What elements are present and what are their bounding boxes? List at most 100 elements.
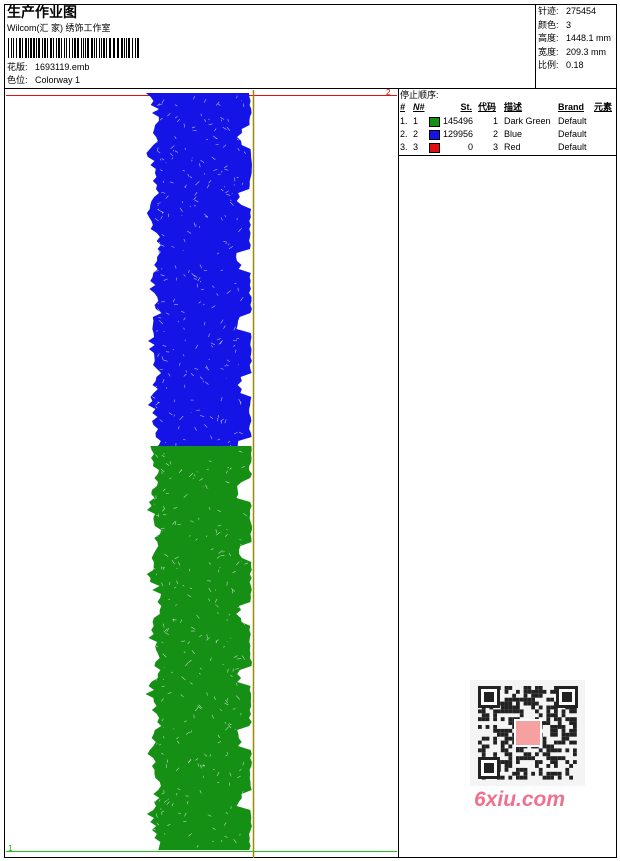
qr-cell <box>557 756 562 761</box>
stitch-texture <box>156 330 158 332</box>
qr-logo <box>514 719 542 747</box>
stitch-texture <box>188 534 191 537</box>
stitch-texture <box>151 567 156 570</box>
column-header: 元素 <box>594 102 613 112</box>
stitch-texture <box>225 754 228 757</box>
qr-cell <box>523 686 528 690</box>
stitch-texture <box>175 767 180 772</box>
bar <box>124 38 125 58</box>
qr-cell <box>500 705 505 710</box>
stitch-texture <box>210 342 215 346</box>
qr-cell <box>554 686 558 690</box>
stitch-texture <box>235 695 241 700</box>
qr-cell <box>538 686 543 690</box>
qr-cell <box>519 697 524 702</box>
stitch-texture <box>162 378 165 384</box>
stop-title: 停止顺序: <box>400 90 439 100</box>
stitch-texture <box>177 788 181 791</box>
qr-cell <box>550 748 554 753</box>
stitch-texture <box>229 772 232 777</box>
stitch-texture <box>208 118 210 121</box>
column-header: St. <box>460 102 472 112</box>
stitch-texture <box>214 598 218 603</box>
stitch-texture <box>188 472 194 478</box>
qr-cell <box>573 709 577 714</box>
stitch-texture <box>180 619 183 624</box>
qr-cell <box>504 705 509 710</box>
qr-cell <box>554 740 558 745</box>
qr-cell <box>561 713 566 718</box>
row-stitches: 0 <box>467 142 473 152</box>
qr-cell <box>554 709 558 714</box>
qr-cell <box>523 771 528 776</box>
stitch-texture <box>155 644 158 648</box>
stitch-texture <box>220 217 223 221</box>
stitch-texture <box>188 659 192 663</box>
stitch-texture <box>236 176 239 179</box>
stitch-texture <box>220 554 225 557</box>
qr-cell <box>478 717 482 722</box>
qr-cell <box>573 760 577 764</box>
stitch-texture <box>237 148 240 151</box>
stitch-texture <box>207 814 212 817</box>
stitch-texture <box>199 478 203 481</box>
qr-cell <box>512 697 516 702</box>
stitch-texture <box>161 582 164 587</box>
stitch-texture <box>157 147 159 151</box>
stitch-texture <box>206 468 209 471</box>
qr-cell <box>485 736 490 741</box>
stitch-texture <box>233 838 237 844</box>
stitch-texture <box>163 278 168 281</box>
qr-cell <box>493 717 497 722</box>
stitch-texture <box>187 173 190 177</box>
stitch-texture <box>161 233 165 237</box>
stitch-texture <box>156 141 158 144</box>
info-value: 275454 <box>566 6 597 16</box>
stitch-texture <box>163 505 165 510</box>
stitch-texture <box>183 327 185 330</box>
start-marker: 1 <box>8 844 13 853</box>
bar <box>96 38 97 58</box>
stitch-texture <box>236 138 239 141</box>
qr-cell <box>569 740 573 745</box>
stitch-texture <box>164 553 169 557</box>
qr-cell <box>565 732 570 737</box>
qr-cell <box>485 717 490 722</box>
stitch-texture <box>150 424 154 428</box>
stitch-texture <box>226 529 228 531</box>
stitch-texture <box>187 594 192 598</box>
stitch-texture <box>226 290 231 294</box>
qr-cell <box>500 732 505 737</box>
row-brand: Default <box>558 129 587 139</box>
qr-cell <box>527 756 532 761</box>
stitch-texture <box>241 549 246 554</box>
qr-cell <box>565 760 570 764</box>
qr-cell <box>546 705 551 710</box>
colorway-label: 色位: <box>7 75 28 85</box>
bar <box>30 38 32 58</box>
qr-cell <box>527 697 532 702</box>
qr-cell <box>523 697 528 702</box>
info-value: 0.18 <box>566 60 584 70</box>
qr-cell <box>542 744 547 749</box>
qr-cell <box>573 732 577 737</box>
qr-cell <box>508 721 513 725</box>
qr-cell <box>481 752 486 757</box>
stitch-texture <box>208 507 211 510</box>
stitch-texture <box>166 312 170 315</box>
qr-cell <box>508 728 513 733</box>
stitch-texture <box>208 179 212 184</box>
stitch-texture <box>193 196 197 200</box>
stitch-texture <box>213 696 216 700</box>
qr-cell <box>504 736 509 741</box>
stitch-texture <box>166 801 170 805</box>
stitch-texture <box>189 587 193 590</box>
qr-cell <box>485 713 490 718</box>
stitch-texture <box>208 588 212 593</box>
qr-cell <box>561 728 566 733</box>
stitch-texture <box>215 529 218 534</box>
stitch-texture <box>243 151 246 154</box>
qr-cell <box>557 721 562 725</box>
stitch-texture <box>202 303 205 306</box>
bar <box>137 38 139 58</box>
